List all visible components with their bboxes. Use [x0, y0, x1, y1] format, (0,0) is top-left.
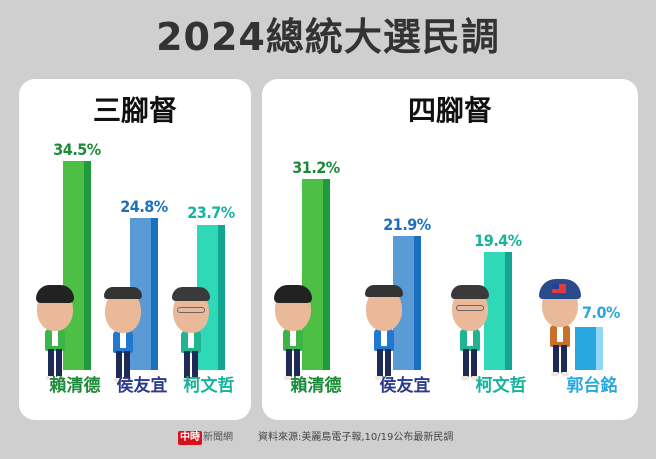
value-label-ko: 19.4%	[474, 231, 522, 250]
candidate-name-ko: 柯文哲	[183, 376, 235, 396]
candidate-name-lai: 賴清德	[49, 376, 101, 396]
value-label-lai: 34.5%	[53, 140, 101, 159]
panel-title: 三腳督	[92, 94, 177, 127]
avatar-lai	[271, 285, 315, 383]
candidate-name-gou: 郭台銘	[566, 376, 618, 396]
value-label-hou: 24.8%	[120, 197, 168, 216]
bar-ko	[484, 252, 512, 370]
panel-title: 四腳督	[407, 94, 492, 127]
value-label-gou: 7.0%	[582, 303, 620, 322]
panel-four-way: 四腳督 31.2% 賴清德 21.9% 侯友宜 19.4% 柯文哲 7.0% 郭…	[262, 79, 638, 420]
avatar-lai	[33, 285, 77, 383]
avatar-ko	[448, 285, 492, 383]
avatar-hou	[362, 285, 406, 383]
avatar-hou	[101, 287, 145, 385]
candidate-name-hou: 侯友宜	[379, 376, 431, 396]
bar-lai	[302, 179, 330, 370]
chinatimes-logo-text: 新聞網	[203, 432, 233, 443]
page-title: 2024總統大選民調	[156, 15, 500, 59]
avatar-gou	[538, 279, 582, 379]
value-label-hou: 21.9%	[383, 215, 431, 234]
chinatimes-logo-badge: 中時	[178, 431, 202, 445]
value-label-lai: 31.2%	[292, 158, 340, 177]
bar-lai	[63, 161, 91, 370]
value-label-ko: 23.7%	[187, 203, 235, 222]
panel-three-way: 三腳督 34.5% 賴清德 24.8% 侯友宜 23.7% 柯文哲	[19, 79, 251, 420]
bar-gou	[575, 327, 603, 370]
candidate-name-lai: 賴清德	[290, 376, 342, 396]
footer: 中時 新聞網 資料來源:美麗島電子報,10/19公布最新民調	[0, 430, 656, 450]
candidate-name-ko: 柯文哲	[475, 376, 527, 396]
source-note: 資料來源:美麗島電子報,10/19公布最新民調	[258, 432, 454, 443]
avatar-ko	[169, 287, 213, 385]
candidate-name-hou: 侯友宜	[116, 376, 168, 396]
